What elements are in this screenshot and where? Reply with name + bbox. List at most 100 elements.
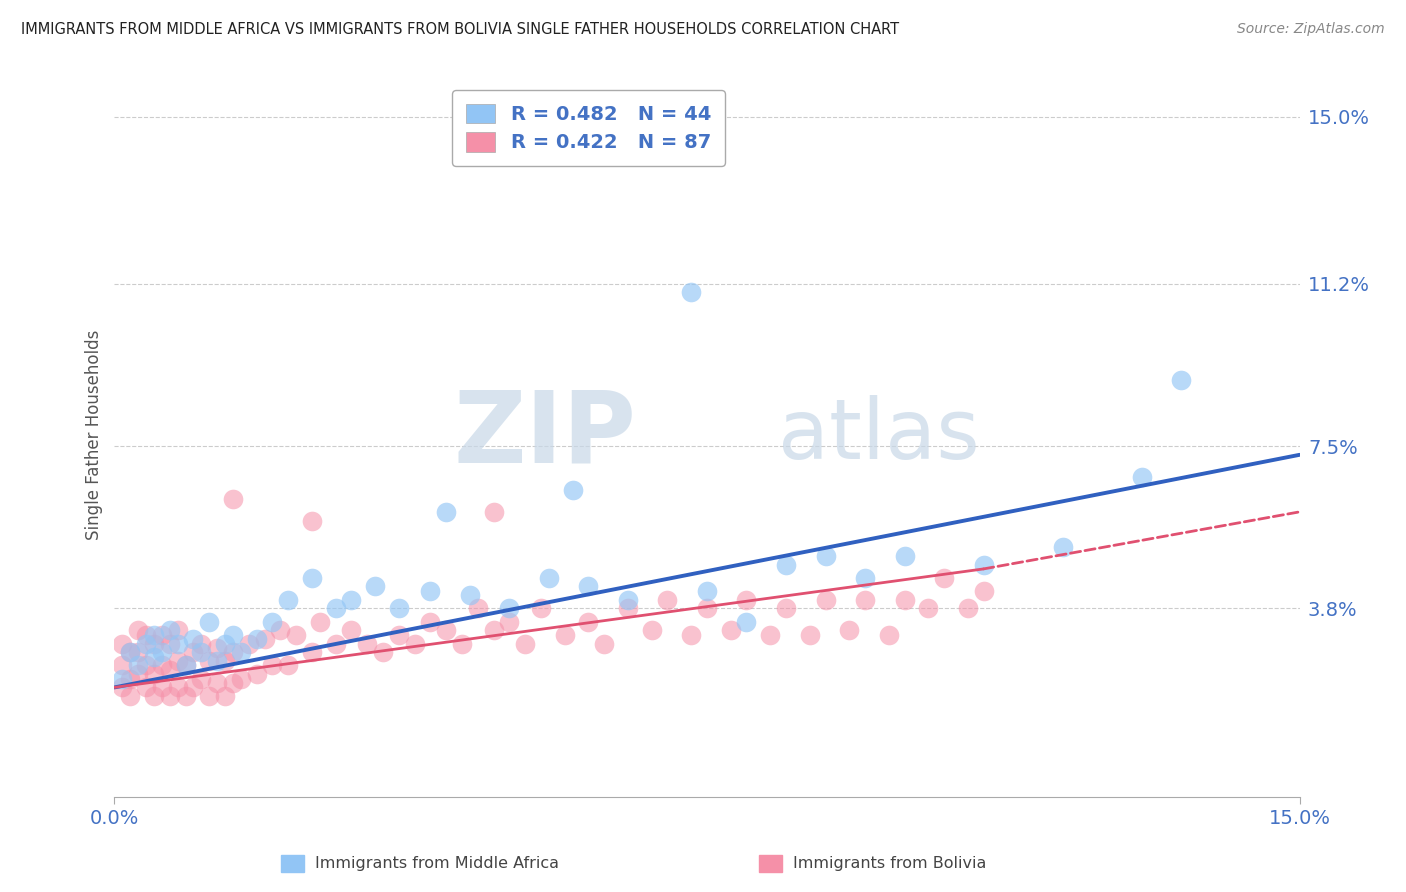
Point <box>253 632 276 647</box>
Point <box>135 658 157 673</box>
Point <box>838 624 860 638</box>
Point <box>482 624 505 638</box>
Point <box>222 676 245 690</box>
Point <box>301 514 323 528</box>
Point <box>142 649 165 664</box>
Point <box>166 636 188 650</box>
Point <box>142 689 165 703</box>
Point <box>135 628 157 642</box>
Point <box>371 645 394 659</box>
Point <box>127 667 149 681</box>
Point <box>515 636 537 650</box>
Point <box>174 658 197 673</box>
Point <box>735 615 758 629</box>
Point <box>917 601 939 615</box>
Point <box>277 592 299 607</box>
Point <box>190 645 212 659</box>
Point <box>205 640 228 655</box>
Point <box>356 636 378 650</box>
Y-axis label: Single Father Households: Single Father Households <box>86 330 103 541</box>
Point <box>198 654 221 668</box>
Point <box>135 636 157 650</box>
Point <box>183 645 205 659</box>
Point <box>973 558 995 572</box>
Point <box>340 592 363 607</box>
Point <box>617 592 640 607</box>
Point <box>775 558 797 572</box>
Point <box>222 645 245 659</box>
Point <box>238 636 260 650</box>
Point <box>269 624 291 638</box>
Legend: R = 0.482   N = 44, R = 0.422   N = 87: R = 0.482 N = 44, R = 0.422 N = 87 <box>453 90 724 166</box>
Point <box>214 689 236 703</box>
Point <box>530 601 553 615</box>
Point <box>262 658 284 673</box>
Point <box>681 285 703 300</box>
Point <box>120 672 142 686</box>
Point <box>308 615 330 629</box>
Point <box>853 571 876 585</box>
Point <box>159 624 181 638</box>
Point <box>198 689 221 703</box>
Point <box>498 601 520 615</box>
Point <box>340 624 363 638</box>
Point <box>696 583 718 598</box>
Point <box>111 658 134 673</box>
Point <box>120 645 142 659</box>
Point <box>325 636 347 650</box>
Point <box>932 571 955 585</box>
Point <box>1170 373 1192 387</box>
Point <box>593 636 616 650</box>
Point <box>222 628 245 642</box>
Point <box>166 654 188 668</box>
Point <box>142 628 165 642</box>
Point <box>893 549 915 563</box>
Point <box>183 681 205 695</box>
Point <box>364 579 387 593</box>
Point <box>537 571 560 585</box>
Point <box>142 636 165 650</box>
Point <box>183 632 205 647</box>
Point <box>877 628 900 642</box>
Point <box>735 592 758 607</box>
Point <box>696 601 718 615</box>
Point <box>246 632 269 647</box>
Point <box>617 601 640 615</box>
Point <box>277 658 299 673</box>
Point <box>1052 540 1074 554</box>
Point <box>198 615 221 629</box>
Point <box>142 667 165 681</box>
Point <box>120 689 142 703</box>
Point <box>159 636 181 650</box>
Point <box>498 615 520 629</box>
Point <box>973 583 995 598</box>
Point <box>174 689 197 703</box>
Point <box>388 601 411 615</box>
Point <box>120 645 142 659</box>
Point <box>135 681 157 695</box>
Point <box>775 601 797 615</box>
Point <box>799 628 821 642</box>
Point <box>657 592 679 607</box>
Point <box>482 505 505 519</box>
Text: Source: ZipAtlas.com: Source: ZipAtlas.com <box>1237 22 1385 37</box>
Point <box>190 636 212 650</box>
Point <box>150 658 173 673</box>
Point <box>578 579 600 593</box>
Point <box>127 658 149 673</box>
Point <box>150 628 173 642</box>
Point <box>246 667 269 681</box>
Point <box>325 601 347 615</box>
Point <box>419 615 441 629</box>
Point <box>681 628 703 642</box>
Point <box>467 601 489 615</box>
Point <box>159 689 181 703</box>
Point <box>159 663 181 677</box>
Point <box>150 681 173 695</box>
Point <box>190 672 212 686</box>
Point <box>301 645 323 659</box>
Point <box>127 624 149 638</box>
Point <box>214 636 236 650</box>
Point <box>578 615 600 629</box>
Point <box>641 624 664 638</box>
